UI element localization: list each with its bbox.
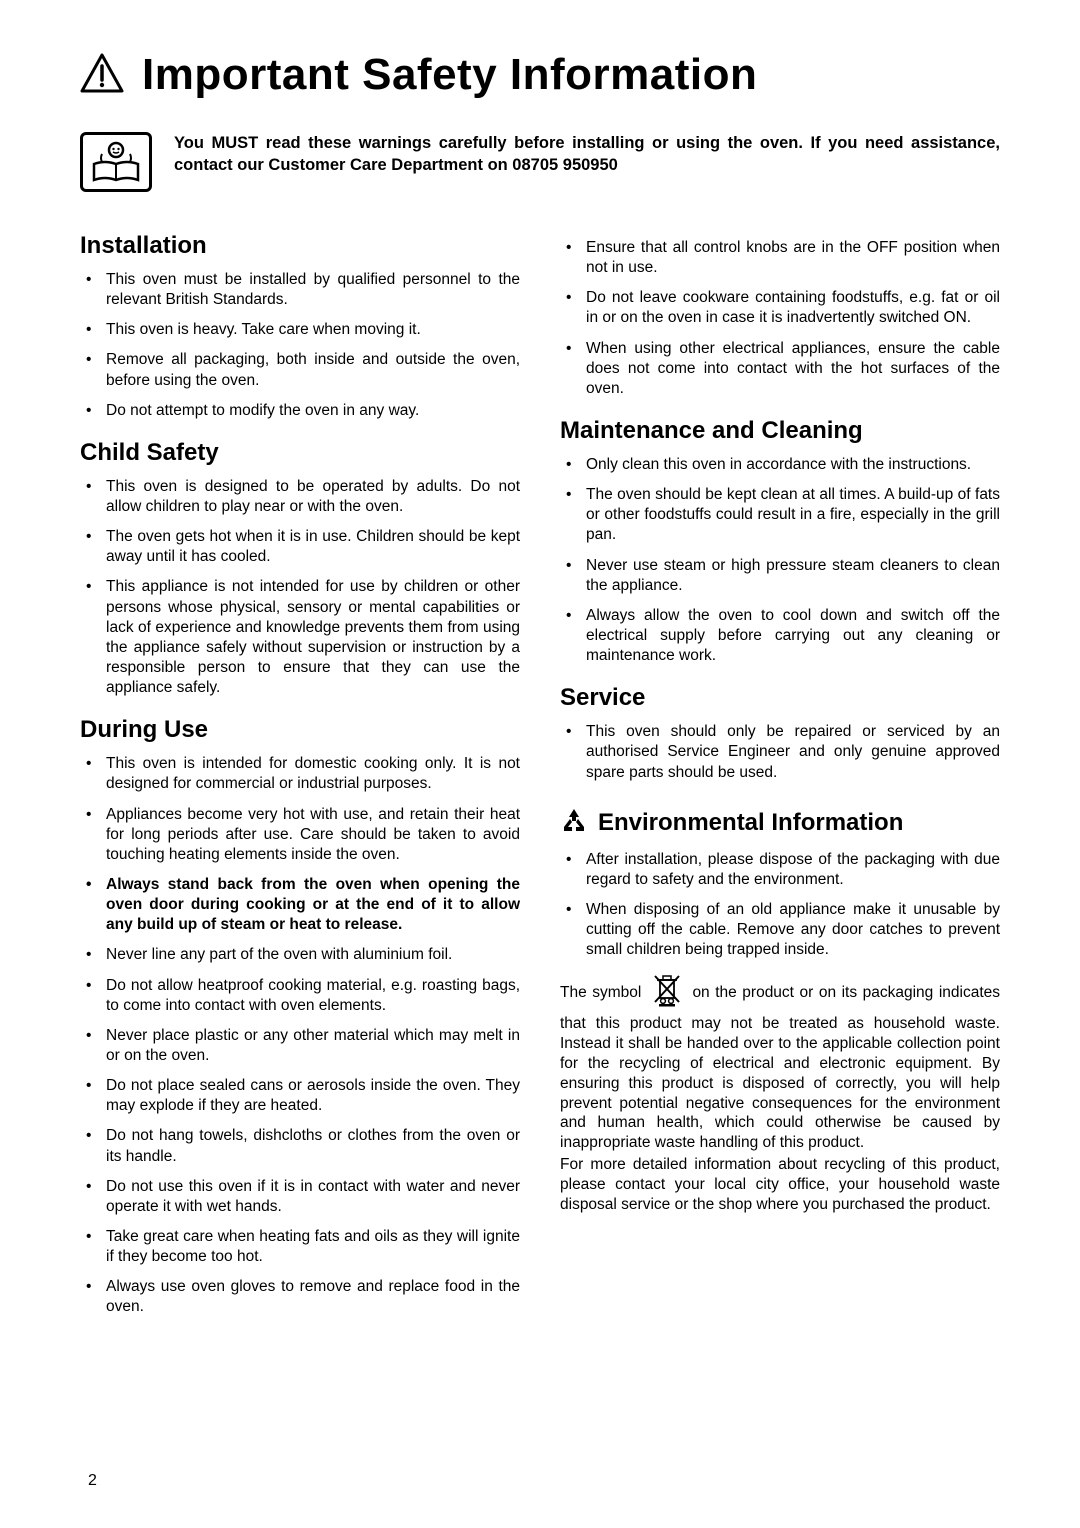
list-item: Do not attempt to modify the oven in any… [80,401,520,421]
list-item: Remove all packaging, both inside and ou… [80,350,520,390]
warning-icon [80,53,124,98]
service-heading: Service [560,684,1000,712]
environmental-heading-row: Environmental Information [560,807,1000,840]
list-item: Always allow the oven to cool down and s… [560,606,1000,666]
list-item: This oven is designed to be operated by … [80,477,520,517]
title-row: Important Safety Information [80,50,1000,100]
installation-list: This oven must be installed by qualified… [80,270,520,421]
list-item: When disposing of an old appliance make … [560,900,1000,960]
during-use-heading: During Use [80,716,520,744]
list-item: Ensure that all control knobs are in the… [560,238,1000,278]
intro-row: You MUST read these warnings carefully b… [80,132,1000,192]
list-item: This oven is heavy. Take care when movin… [80,320,520,340]
environmental-para-2: For more detailed information about recy… [560,1155,1000,1214]
environmental-list: After installation, please dispose of th… [560,850,1000,961]
recycle-icon [560,807,588,840]
list-item: The oven gets hot when it is in use. Chi… [80,527,520,567]
list-item: When using other electrical appliances, … [560,339,1000,399]
env-para-1b: on the product or on its packaging indic… [560,984,1000,1151]
during-use-list-1: This oven is intended for domestic cooki… [80,754,520,1317]
list-item: Do not hang towels, dishcloths or clothe… [80,1126,520,1166]
read-manual-icon [80,132,152,192]
intro-text: You MUST read these warnings carefully b… [174,132,1000,177]
env-para-1a: The symbol [560,984,641,1001]
list-item: Take great care when heating fats and oi… [80,1227,520,1267]
list-item: Never use steam or high pressure steam c… [560,556,1000,596]
list-item: Always use oven gloves to remove and rep… [80,1277,520,1317]
crossed-bin-icon [651,972,683,1014]
maintenance-list: Only clean this oven in accordance with … [560,455,1000,666]
list-item: After installation, please dispose of th… [560,850,1000,890]
left-column: Installation This oven must be installed… [80,232,520,1327]
installation-heading: Installation [80,232,520,260]
list-item: Appliances become very hot with use, and… [80,805,520,865]
list-item: Do not place sealed cans or aerosols ins… [80,1076,520,1116]
environmental-heading: Environmental Information [598,809,903,837]
list-item: Do not leave cookware containing foodstu… [560,288,1000,328]
page-title: Important Safety Information [142,50,757,100]
list-item: Only clean this oven in accordance with … [560,455,1000,475]
list-item: Do not use this oven if it is in contact… [80,1177,520,1217]
child-safety-list: This oven is designed to be operated by … [80,477,520,698]
list-item: Do not allow heatproof cooking material,… [80,976,520,1016]
list-item-bold: Always stand back from the oven when ope… [80,875,520,935]
list-item: This oven is intended for domestic cooki… [80,754,520,794]
list-item: This appliance is not intended for use b… [80,577,520,698]
content-columns: Installation This oven must be installed… [80,232,1000,1327]
page-number: 2 [88,1472,97,1490]
list-item: This oven should only be repaired or ser… [560,722,1000,782]
list-item: This oven must be installed by qualified… [80,270,520,310]
maintenance-heading: Maintenance and Cleaning [560,417,1000,445]
list-item: The oven should be kept clean at all tim… [560,485,1000,545]
service-list: This oven should only be repaired or ser… [560,722,1000,782]
child-safety-heading: Child Safety [80,439,520,467]
environmental-para-1: The symbol on the product or on its pack… [560,972,1000,1153]
during-use-list-2: Ensure that all control knobs are in the… [560,238,1000,399]
right-column: Ensure that all control knobs are in the… [560,232,1000,1327]
list-item: Never place plastic or any other materia… [80,1026,520,1066]
list-item: Never line any part of the oven with alu… [80,945,520,965]
